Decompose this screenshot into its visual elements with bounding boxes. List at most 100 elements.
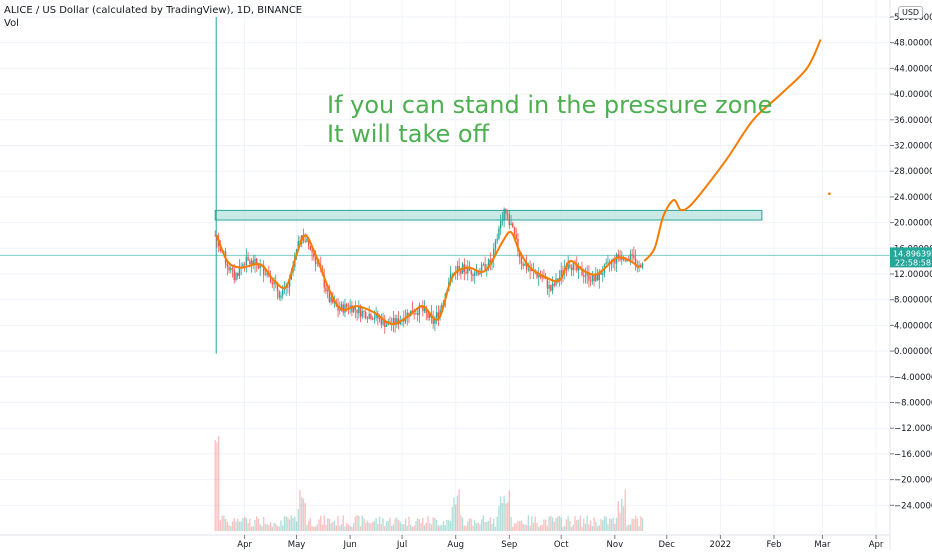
price-axis[interactable]: 52.000000048.000000044.000000040.0000000… (890, 13, 932, 511)
volume-bar (562, 526, 564, 531)
volume-bar (373, 520, 376, 531)
volume-bar (432, 517, 434, 531)
candle-body (328, 290, 331, 302)
candle-body (314, 256, 317, 264)
candle-body (565, 267, 568, 270)
volume-bar (371, 522, 374, 531)
volume-bar (631, 518, 633, 531)
x-tick: Feb (766, 535, 782, 550)
volume-bar (555, 517, 557, 531)
volume-indicator-label[interactable]: Vol (4, 18, 19, 29)
volume-bar (584, 523, 587, 531)
candle-body (482, 264, 485, 265)
candle-body (238, 267, 241, 277)
candle-body (354, 306, 357, 310)
candle-body (538, 275, 540, 278)
volume-bar (397, 519, 400, 531)
volume-bar (254, 519, 256, 531)
volume-bar (634, 515, 637, 531)
x-tick: Apr (869, 535, 884, 550)
volume-bar (278, 526, 280, 531)
candle-body (231, 267, 234, 270)
volume-bar (553, 521, 555, 531)
volume-bar (484, 521, 486, 531)
volume-bar (430, 524, 433, 531)
volume-bar (415, 521, 417, 531)
candle-body (548, 285, 550, 289)
candle-body (487, 259, 490, 270)
annotation-line-2[interactable]: It will take off (327, 120, 490, 148)
projection-curve[interactable] (643, 39, 822, 262)
volume-bar (250, 526, 253, 531)
annotation-line-1[interactable]: If you can stand in the pressure zone (327, 91, 772, 119)
x-tick: Sep (501, 535, 517, 550)
candle-body (494, 240, 497, 249)
candle-body (439, 309, 441, 318)
volume-bar (380, 524, 382, 531)
volume-bar (273, 522, 275, 531)
candle-body (513, 226, 516, 235)
volume-bar (467, 521, 469, 531)
volume-bar (479, 524, 481, 531)
volume-bar (513, 523, 516, 531)
volume-bar (560, 517, 562, 531)
volume-bar (404, 518, 407, 531)
volume-bar (356, 515, 358, 531)
volume-bar (437, 525, 440, 531)
volume-bar (581, 526, 583, 531)
volume-bar (442, 521, 445, 531)
candle-body (287, 286, 289, 288)
currency-button[interactable]: USD (898, 6, 924, 19)
candle-body (254, 258, 256, 265)
candle-body (458, 265, 460, 270)
time-axis[interactable]: Apr May Jun Jul Aug Sep Oct Nov Dec 2022 Feb Mar Apr (237, 535, 884, 550)
candle-body (467, 267, 469, 274)
volume-bar (304, 502, 306, 531)
x-tick: May (288, 535, 305, 550)
volume-bar (600, 518, 602, 531)
volume-bar (610, 519, 613, 531)
candle-body (539, 275, 542, 278)
volume-bar (247, 523, 249, 531)
volume-bar (314, 526, 317, 531)
volume-bar (268, 525, 270, 531)
candle-body (352, 306, 355, 313)
candle-body (498, 228, 500, 239)
candle-body (340, 304, 343, 310)
candle-body (259, 265, 261, 269)
candle-body (512, 223, 514, 227)
candle-body (304, 240, 306, 242)
volume-bar (565, 519, 568, 531)
volume-bar (522, 523, 524, 531)
volume-bar (595, 521, 597, 531)
candle-body (262, 265, 265, 275)
volume-bar (525, 524, 528, 531)
volume-bar (496, 516, 498, 531)
volume-bar (589, 520, 592, 531)
pressure-zone[interactable] (214, 209, 763, 221)
x-tick: Jun (343, 535, 357, 550)
symbol-title[interactable]: ALICE / US Dollar (calculated by Trading… (4, 5, 303, 16)
volume-bar (401, 524, 403, 531)
candle-body (361, 311, 363, 317)
volume-bar (359, 526, 362, 531)
volume-bar (636, 518, 639, 531)
candle-body (581, 268, 583, 276)
volume-bar (266, 524, 268, 531)
candle-body (219, 246, 222, 252)
volume-bar (233, 517, 235, 531)
candle-body (429, 313, 431, 318)
volume-bar (285, 516, 287, 531)
candle-body (243, 264, 246, 266)
volume-bar (422, 517, 424, 531)
